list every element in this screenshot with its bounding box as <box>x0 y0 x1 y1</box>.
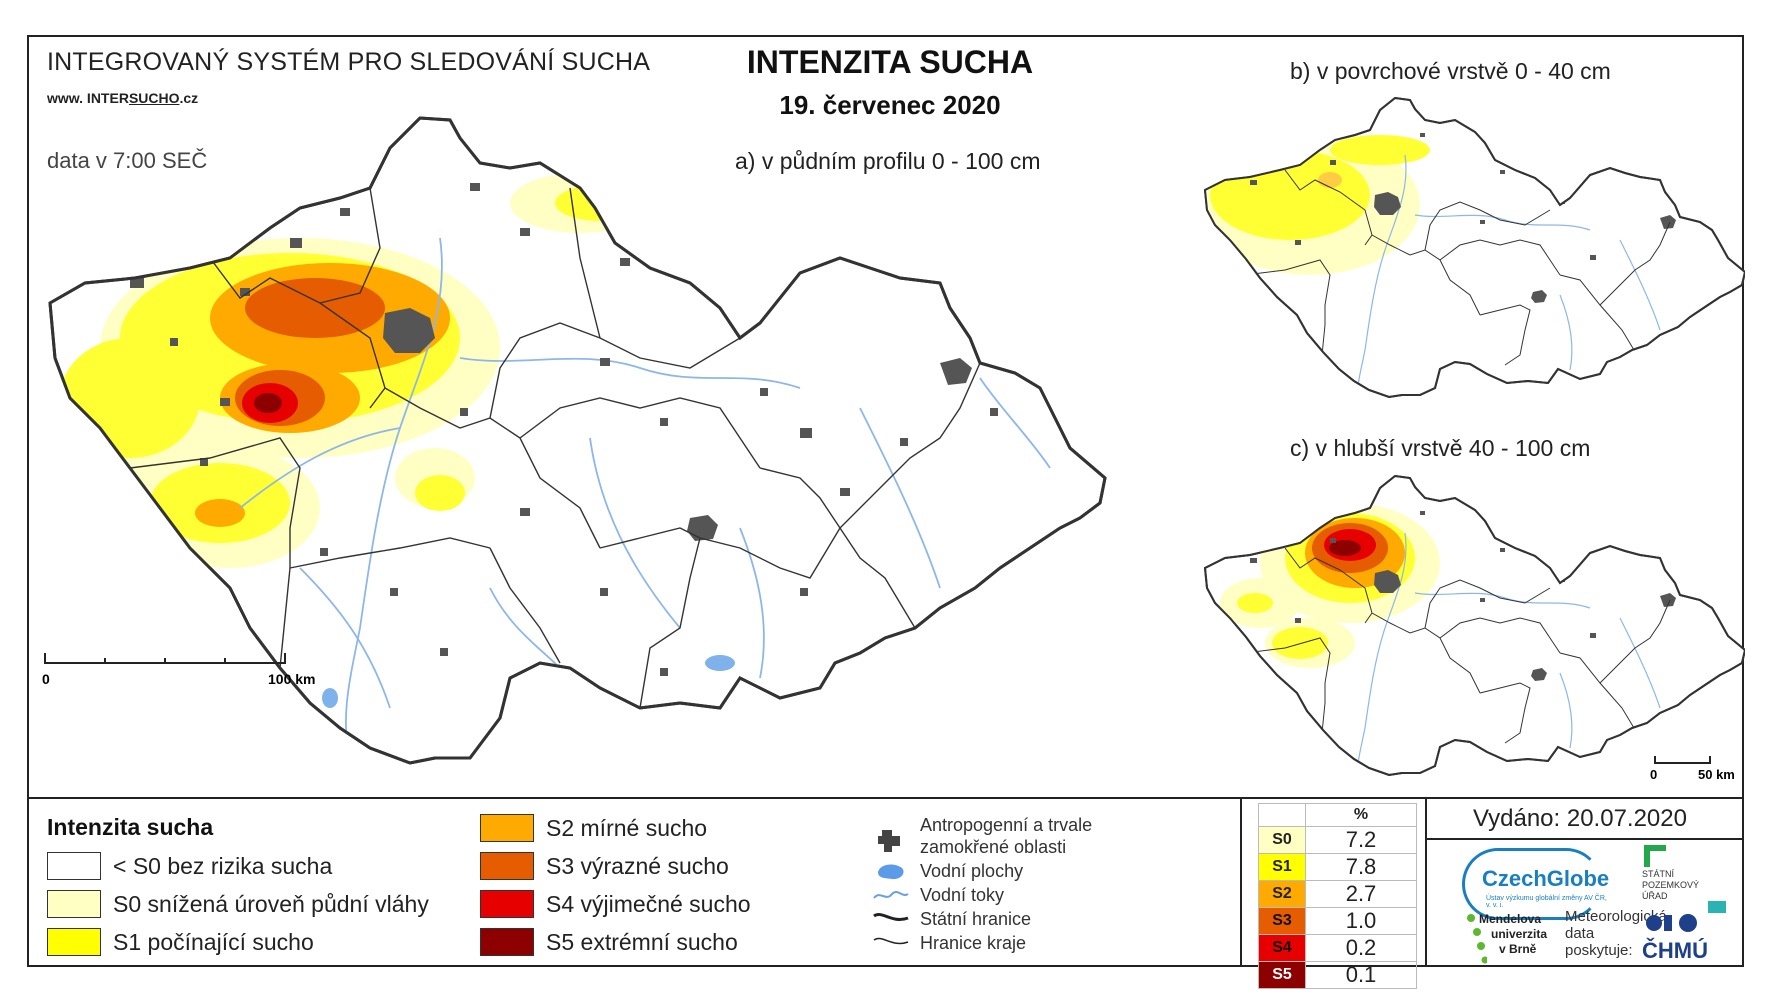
surface-region-borders <box>1244 169 1671 376</box>
water-body-icon <box>870 860 910 882</box>
percent-row: S0 7.2 <box>1258 826 1417 854</box>
water-bodies <box>322 655 735 708</box>
legend-swatch <box>480 852 534 880</box>
legend-class-3: S2 mírné sucho <box>480 812 707 844</box>
legend-symbol-3: Státní hranice <box>870 908 1031 930</box>
class-percent: 7.2 <box>1305 826 1417 854</box>
class-percent: 1.0 <box>1305 907 1417 935</box>
percent-row: S2 2.7 <box>1258 880 1417 908</box>
legend-symbol-0: Antropogenní a trvale zamokřené oblasti <box>870 814 1092 858</box>
class-code: S0 <box>1258 826 1306 854</box>
percent-row: S5 0.1 <box>1258 961 1417 989</box>
main-scale-bar: 0 100 km <box>42 653 315 687</box>
class-code: S4 <box>1258 934 1306 962</box>
legend-class-6: S5 extrémní sucho <box>480 926 738 958</box>
drought-zone-s5 <box>254 393 282 413</box>
percent-row: S3 1.0 <box>1258 907 1417 935</box>
svg-text:50 km: 50 km <box>1698 767 1735 782</box>
legend-symbol-label: Vodní toky <box>920 885 1005 905</box>
class-percent: 2.7 <box>1305 880 1417 908</box>
spu-logo: STÁTNÍ POZEMKOVÝ ÚŘAD <box>1640 845 1730 915</box>
percent-row: S4 0.2 <box>1258 934 1417 962</box>
deep-layer-map: 0 50 km <box>1204 475 1745 782</box>
legend-class-4: S3 výrazné sucho <box>480 850 729 882</box>
legend-swatch <box>47 890 101 918</box>
legend-class-label: S1 počínající sucho <box>113 928 314 955</box>
surface-layer-map <box>1204 97 1745 398</box>
class-code: S1 <box>1258 853 1306 881</box>
legend-class-label: S2 mírné sucho <box>546 814 708 841</box>
legend-class-label: < S0 bez rizika sucha <box>113 852 333 879</box>
legend-symbol-1: Vodní plochy <box>870 860 1023 882</box>
class-percent: 0.2 <box>1305 934 1417 962</box>
legend-class-5: S4 výjimečné sucho <box>480 888 751 920</box>
deep-rivers <box>1357 532 1661 775</box>
map-title: INTENZITA SUCHA <box>746 44 1034 80</box>
legend-swatch <box>47 852 101 880</box>
legend-symbol-4: Hranice kraje <box>870 932 1026 954</box>
deep-map-subtitle: c) v hlubší vrstvě 40 - 100 cm <box>1290 435 1591 461</box>
mendelu-logo: Mendelova univerzita v Brně <box>1465 910 1565 970</box>
chmu-logo: ČHMÚ <box>1640 910 1730 965</box>
class-code: S2 <box>1258 880 1306 908</box>
legend-class-label: S5 extrémní sucho <box>546 928 738 955</box>
legend-swatch <box>480 814 534 842</box>
small-scale-bar: 0 50 km <box>1650 756 1735 782</box>
class-code: S5 <box>1258 961 1306 989</box>
surface-drought-s2 <box>1318 172 1342 188</box>
meteo-data-provider-label: Meteorologická data poskytuje: <box>1565 908 1667 959</box>
main-map-subtitle: a) v půdním profilu 0 - 100 cm <box>735 148 1041 174</box>
legend-divider-1 <box>1240 797 1242 967</box>
legend-class-2: S1 počínající sucho <box>47 926 314 958</box>
svg-text:0: 0 <box>42 671 50 687</box>
legend-separator <box>27 797 1744 799</box>
issued-date: Vydáno: 20.07.2020 <box>1473 805 1687 832</box>
drought-percent-table: % S0 7.2 S1 7.8 S2 2.7 S3 1.0 S4 0.2 S5 0.1 <box>1258 803 1417 989</box>
class-percent: 7.8 <box>1305 853 1417 881</box>
legend-symbol-2: Vodní toky <box>870 884 1004 906</box>
czechglobe-logo: CzechGlobe Ústav výzkumu globální změny … <box>1462 848 1612 920</box>
surface-map-subtitle: b) v povrchové vrstvě 0 - 40 cm <box>1290 58 1611 84</box>
class-code: S3 <box>1258 907 1306 935</box>
legend-divider-2 <box>1425 797 1427 967</box>
river-icon <box>870 884 910 906</box>
legend-symbol-label: Hranice kraje <box>920 933 1027 953</box>
deep-region-borders <box>1244 547 1671 754</box>
svg-text:100 km: 100 km <box>268 671 315 687</box>
legend-swatch <box>47 928 101 956</box>
data-time-label: data v 7:00 SEČ <box>47 148 208 173</box>
legend-class-label: S4 výjimečné sucho <box>546 890 751 917</box>
deep-drought-s5 <box>1329 540 1361 556</box>
legend-title: Intenzita sucha <box>47 814 214 840</box>
legend-symbol-label: Vodní plochy <box>920 861 1024 881</box>
legend-symbol-label: Antropogenní a trvale zamokřené oblasti <box>920 815 1093 857</box>
surface-rivers <box>1357 154 1661 397</box>
website-link[interactable]: www. INTERSUCHO.cz <box>47 90 199 106</box>
deep-urban <box>1250 511 1676 681</box>
urban-areas <box>130 183 998 676</box>
legend-symbol-label: Státní hranice <box>920 909 1032 929</box>
svg-text:0: 0 <box>1650 767 1657 782</box>
urban-area-icon <box>870 826 910 852</box>
state-border-icon <box>870 908 910 930</box>
legend-class-label: S3 výrazné sucho <box>546 852 729 879</box>
legend-class-1: S0 snížená úroveň půdní vláhy <box>47 888 429 920</box>
class-percent: 0.1 <box>1305 961 1417 989</box>
system-title: INTEGROVANÝ SYSTÉM PRO SLEDOVÁNÍ SUCHA <box>47 48 651 76</box>
percent-row: S1 7.8 <box>1258 853 1417 881</box>
main-drought-map: 0 100 km <box>42 116 1107 765</box>
region-borders <box>129 187 981 709</box>
legend-swatch <box>480 890 534 918</box>
legend-swatch <box>480 928 534 956</box>
region-border-icon <box>870 932 910 954</box>
map-date: 19. červenec 2020 <box>779 90 1001 120</box>
legend-class-0: < S0 bez rizika sucha <box>47 850 332 882</box>
legend-divider-3 <box>1425 838 1744 840</box>
legend-class-label: S0 snížená úroveň půdní vláhy <box>113 890 429 917</box>
